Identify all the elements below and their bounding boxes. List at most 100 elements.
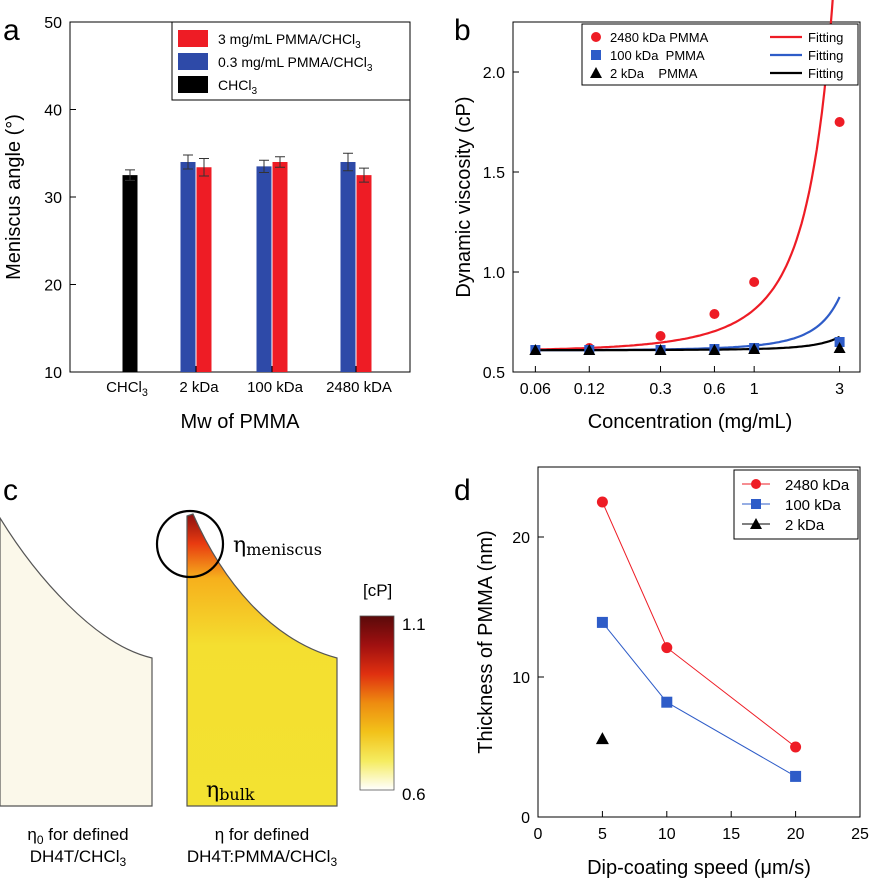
chart-b-frame xyxy=(512,21,861,373)
chart-b-ylabel: Dynamic viscosity (cP) xyxy=(453,96,475,297)
chart-a-xtick-label: 100 kDa xyxy=(247,379,304,396)
chart-a-bar-0p3mg-errorbar xyxy=(259,159,269,173)
chart-a-legend-swatch xyxy=(178,76,208,93)
viscosity-map-panel: ηmeniscus ηbulk [cP] 1.1 0.6 η0 for defi… xyxy=(0,509,426,869)
chart-b-xlabel: Concentration (mg/mL) xyxy=(588,411,793,433)
chart-d-frame xyxy=(537,466,861,818)
chart-b-legend-label: 100 kDa PMMA xyxy=(610,48,705,63)
chart-b-legend-box xyxy=(581,23,859,86)
chart-d-legend-label: 2480 kDa xyxy=(785,477,850,494)
colorbar-min-label: 0.6 xyxy=(402,785,426,804)
chart-b-point xyxy=(529,344,542,355)
chart-a-bar-3mg xyxy=(196,167,212,372)
chart-a-xlabel: Mw of PMMA xyxy=(181,411,301,433)
eta-meniscus-label: ηmeniscus xyxy=(233,533,322,559)
chart-b-point xyxy=(708,344,721,355)
chart-a-bar-3mg-errorbar xyxy=(275,156,285,168)
chart-a-ytick-label: 20 xyxy=(44,278,62,295)
colorbar xyxy=(359,615,395,791)
chart-b-fit-line xyxy=(535,296,841,352)
chart-a-xtick-label: 2 kDa xyxy=(179,379,219,396)
chart-d-point xyxy=(661,696,673,708)
chart-a-bar-0p3mg xyxy=(180,162,196,372)
chart-d-xtick-label: 15 xyxy=(722,826,740,843)
chart-a-bar-0p3mg-errorbar xyxy=(343,152,353,172)
chart-d-series-line xyxy=(602,622,796,777)
chart-d-ytick-label: 0 xyxy=(521,810,530,827)
chart-d-point xyxy=(596,496,608,508)
meniscus-highlight-circle xyxy=(155,509,225,579)
chart-b-legend-fit-label: Fitting xyxy=(808,30,843,45)
chart-a: 10 20 30 40 50 CHCl3 2 kDa 100 kDa 2480 kDA Men… xyxy=(3,15,411,433)
chart-a-legend-box xyxy=(171,21,411,101)
eta0-shape xyxy=(0,516,153,807)
chart-a-legend-label: CHCl3 xyxy=(218,77,257,97)
chart-a-legend-swatch xyxy=(178,53,208,70)
chart-d-ytick-label: 20 xyxy=(512,530,530,547)
eta-bulk-label: ηbulk xyxy=(206,778,255,804)
chart-b-legend-marker xyxy=(591,50,601,60)
chart-a-xtick-label: CHCl3 xyxy=(106,379,148,399)
colorbar-unit: [cP] xyxy=(363,581,392,600)
chart-b-legend-marker xyxy=(591,32,601,42)
chart-a-bar-3mg-errorbar xyxy=(359,167,369,183)
chart-b-ytick-label: 1.5 xyxy=(483,165,505,182)
chart-a-bar-chcl3 xyxy=(122,175,138,372)
chart-b-legend-label: 2480 kDa PMMA xyxy=(610,30,709,45)
chart-b-ytick-label: 0.5 xyxy=(483,365,505,382)
eta0-caption-line1: η0 for defined xyxy=(27,825,128,847)
chart-b: 0.5 1.0 1.5 2.0 0.06 0.12 0.3 0.6 1 3 Dynamic vi… xyxy=(453,0,861,433)
chart-a-ytick-label: 10 xyxy=(44,365,62,382)
chart-d-point xyxy=(595,732,609,745)
chart-d-legend-marker xyxy=(750,518,762,529)
chart-a-xtick-label: 2480 kDA xyxy=(326,379,392,396)
chart-b-point xyxy=(833,342,846,353)
chart-d-legend-label: 2 kDa xyxy=(785,517,825,534)
chart-a-bar-0p3mg-errorbar xyxy=(183,154,193,170)
chart-d-xtick-label: 0 xyxy=(534,826,543,843)
eta-shape xyxy=(186,513,338,807)
eta0-caption-line2: DH4T/CHCl3 xyxy=(30,847,127,869)
chart-d-xtick-label: 25 xyxy=(851,826,869,843)
chart-a-bar-chcl3-errorbar xyxy=(125,169,135,181)
chart-b-legend-marker xyxy=(590,67,602,78)
chart-a-bar-3mg xyxy=(272,162,288,372)
chart-b-point xyxy=(655,331,666,341)
chart-a-ylabel: Meniscus angle (°) xyxy=(3,114,25,280)
eta-caption-line1: η for defined xyxy=(215,825,310,844)
chart-a-ytick-label: 40 xyxy=(44,103,62,120)
eta-caption-line2: DH4T:PMMA/CHCl3 xyxy=(187,847,338,869)
chart-d-xtick-label: 5 xyxy=(598,826,607,843)
panel-label-b: b xyxy=(454,14,471,47)
chart-d-xtick-label: 20 xyxy=(787,826,805,843)
chart-b-point xyxy=(654,344,667,355)
colorbar-max-label: 1.1 xyxy=(402,615,426,634)
chart-a-legend-label: 3 mg/mL PMMA/CHCl3 xyxy=(218,31,361,51)
chart-b-xtick-label: 0.06 xyxy=(520,381,551,398)
chart-b-xtick-label: 0.3 xyxy=(649,381,671,398)
chart-a-bar-0p3mg xyxy=(256,166,272,372)
chart-d-point xyxy=(596,616,608,628)
panel-label-c: c xyxy=(3,474,18,507)
chart-a-bar-3mg xyxy=(356,175,372,372)
chart-d-xtick-label: 10 xyxy=(658,826,676,843)
chart-d-legend-marker xyxy=(751,499,761,509)
chart-d-legend-label: 100 kDa xyxy=(785,497,842,514)
chart-a-ytick-label: 50 xyxy=(44,15,62,32)
chart-b-xtick-label: 0.6 xyxy=(703,381,725,398)
chart-b-point xyxy=(709,309,720,319)
chart-a-bar-0p3mg xyxy=(340,162,356,372)
chart-d-ytick-label: 10 xyxy=(512,670,530,687)
chart-b-point xyxy=(749,277,760,287)
chart-b-xtick-label: 1 xyxy=(750,381,759,398)
chart-b-ytick-label: 1.0 xyxy=(483,265,505,282)
chart-d-ylabel: Thickness of PMMA (nm) xyxy=(475,530,497,753)
chart-a-legend-label: 0.3 mg/mL PMMA/CHCl3 xyxy=(218,54,373,74)
panel-label-a: a xyxy=(3,14,20,47)
chart-d-xlabel: Dip-coating speed (μm/s) xyxy=(587,857,811,879)
chart-d-point xyxy=(790,770,802,782)
chart-b-ytick-label: 2.0 xyxy=(483,65,505,82)
chart-b-point xyxy=(583,344,596,355)
